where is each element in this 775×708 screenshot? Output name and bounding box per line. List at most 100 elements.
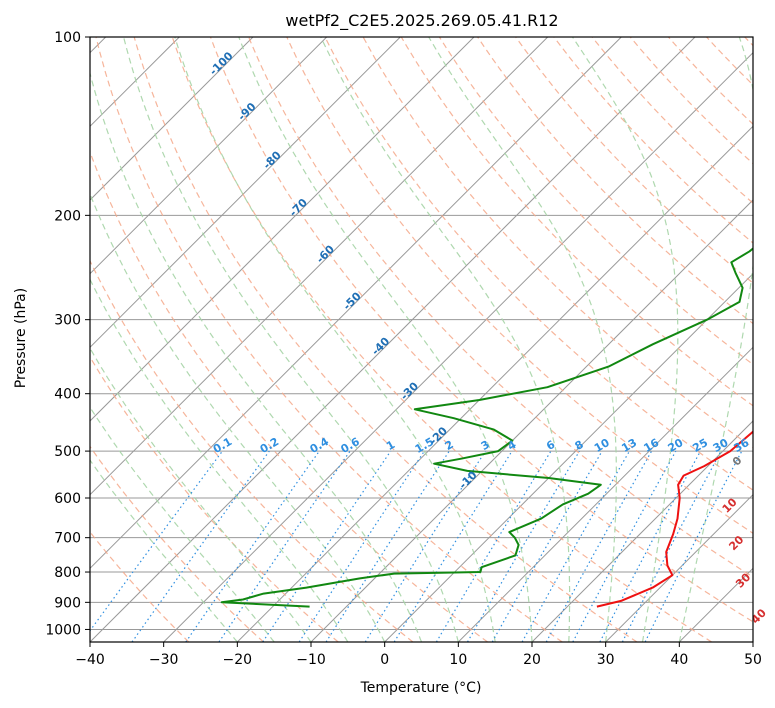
isotherm-line	[90, 37, 622, 570]
isotherm-line	[605, 493, 753, 642]
y-tick-label: 1000	[45, 622, 81, 638]
mixing-ratio-line	[90, 450, 223, 632]
moist-adiabat-line	[428, 37, 617, 642]
dry-adiabat-line	[90, 355, 339, 642]
dry-adiabat-line	[400, 37, 753, 407]
isotherm-line	[678, 567, 753, 642]
mixing-ratio-line	[298, 450, 425, 642]
isotherm-line	[531, 420, 753, 642]
isotherm-line	[384, 272, 753, 642]
y-tick-label: 200	[54, 208, 81, 224]
isotherm-line	[163, 51, 753, 642]
x-tick-label: −10	[296, 652, 326, 668]
dry-adiabat-line	[515, 37, 753, 284]
moist-adiabat-line	[572, 37, 679, 642]
x-tick-label: 30	[597, 652, 615, 668]
mixing-ratio-line	[325, 450, 450, 642]
x-tick-label: 20	[523, 652, 541, 668]
moist-adiabat-line	[90, 192, 386, 642]
y-tick-label: 700	[54, 531, 81, 547]
y-tick-label: 800	[54, 565, 81, 581]
isotherm-line	[90, 37, 475, 422]
chart-title: wetPf2_C2E5.2025.269.05.41.R12	[285, 11, 558, 31]
isotherm-line	[236, 125, 753, 642]
mixing-ratio-label: 0.6	[338, 435, 362, 456]
dry-adiabat-line	[591, 37, 753, 204]
isotherm-label: -60	[314, 242, 337, 265]
mixing-ratio-line	[262, 450, 392, 642]
dry-adiabat-line	[477, 37, 753, 325]
mixing-ratio-label: 0.2	[258, 435, 281, 456]
moist-adiabat-line	[123, 37, 459, 642]
mixing-ratio-label: 16	[641, 436, 661, 455]
dry-adiabat-line	[438, 37, 753, 366]
mixing-ratio-line	[393, 450, 513, 642]
mixing-ratio-line	[644, 450, 743, 642]
isotherm-line	[90, 37, 696, 642]
isotherm-label-warm: 0	[730, 454, 745, 469]
moist-adiabat-line	[238, 37, 533, 642]
mixing-ratio-label: 20	[666, 436, 686, 455]
isotherm-label-warm: 20	[726, 533, 746, 553]
moist-adiabat-line	[174, 37, 496, 642]
x-tick-label: −30	[149, 652, 179, 668]
isotherm-line	[457, 346, 753, 642]
moist-adiabat-line	[678, 37, 753, 642]
x-tick-label: 40	[670, 652, 688, 668]
moist-adiabat-line	[320, 37, 571, 642]
x-tick-label: 50	[744, 652, 762, 668]
mixing-ratio-label: 10	[592, 436, 612, 455]
mixing-ratio-line	[435, 450, 552, 642]
x-tick-label: −40	[75, 652, 105, 668]
isotherm-label: -90	[235, 100, 258, 123]
moist-adiabat-line	[90, 458, 238, 642]
isotherm-label-warm: 40	[749, 606, 769, 626]
dry-adiabat-line	[744, 37, 753, 47]
x-tick-label: −20	[223, 652, 253, 668]
plot-area	[90, 37, 753, 642]
dry-adiabat-line	[90, 445, 264, 642]
dry-adiabat-line	[133, 37, 638, 642]
mixing-ratio-line	[218, 450, 351, 642]
x-tick-label: 10	[449, 652, 467, 668]
y-tick-label: 900	[54, 595, 81, 611]
dry-adiabat-line	[171, 37, 713, 642]
moist-adiabat-line	[90, 71, 423, 642]
mixing-ratio-line	[131, 450, 270, 642]
isotherm-line	[90, 37, 328, 275]
mixing-ratio-line	[466, 450, 580, 642]
x-tick-label: 0	[380, 652, 389, 668]
temperature-profile-line	[596, 430, 753, 608]
mixing-ratio-line	[572, 450, 677, 642]
dry-adiabat-line	[362, 37, 753, 449]
dry-adiabat-line	[706, 37, 753, 86]
dry-adiabat-line	[90, 150, 488, 642]
x-axis-title: Temperature (°C)	[360, 680, 482, 696]
mixing-ratio-line	[599, 450, 702, 642]
y-tick-label: 400	[54, 387, 81, 403]
moist-adiabat-line	[90, 347, 312, 642]
isotherm-label: -100	[207, 49, 236, 78]
isotherm-line	[90, 37, 254, 201]
y-axis-title: Pressure (hPa)	[13, 288, 29, 388]
moist-adiabat-line	[90, 406, 275, 642]
moist-adiabat-line	[90, 278, 349, 642]
mixing-ratio-label: 0.1	[211, 435, 234, 456]
mixing-ratio-label: 0.4	[308, 435, 332, 456]
mixing-ratio-line	[364, 450, 486, 642]
dry-adiabat-line	[90, 259, 414, 642]
dry-adiabat-line	[95, 37, 563, 642]
dry-adiabat-line	[667, 37, 753, 125]
y-tick-label: 300	[54, 313, 81, 329]
axes: −40 −30 −20 −10 0 10 20 30 40 5010020030040050060…	[45, 30, 762, 668]
isotherm-label: -40	[369, 334, 392, 357]
mixing-ratio-line	[185, 450, 320, 642]
dry-adiabat-line	[209, 37, 753, 623]
y-tick-label: 100	[54, 30, 81, 46]
y-tick-label: 600	[54, 491, 81, 507]
plot-frame	[89, 36, 754, 643]
dewpoint-profile-line	[220, 247, 753, 608]
y-tick-label: 500	[54, 444, 81, 460]
